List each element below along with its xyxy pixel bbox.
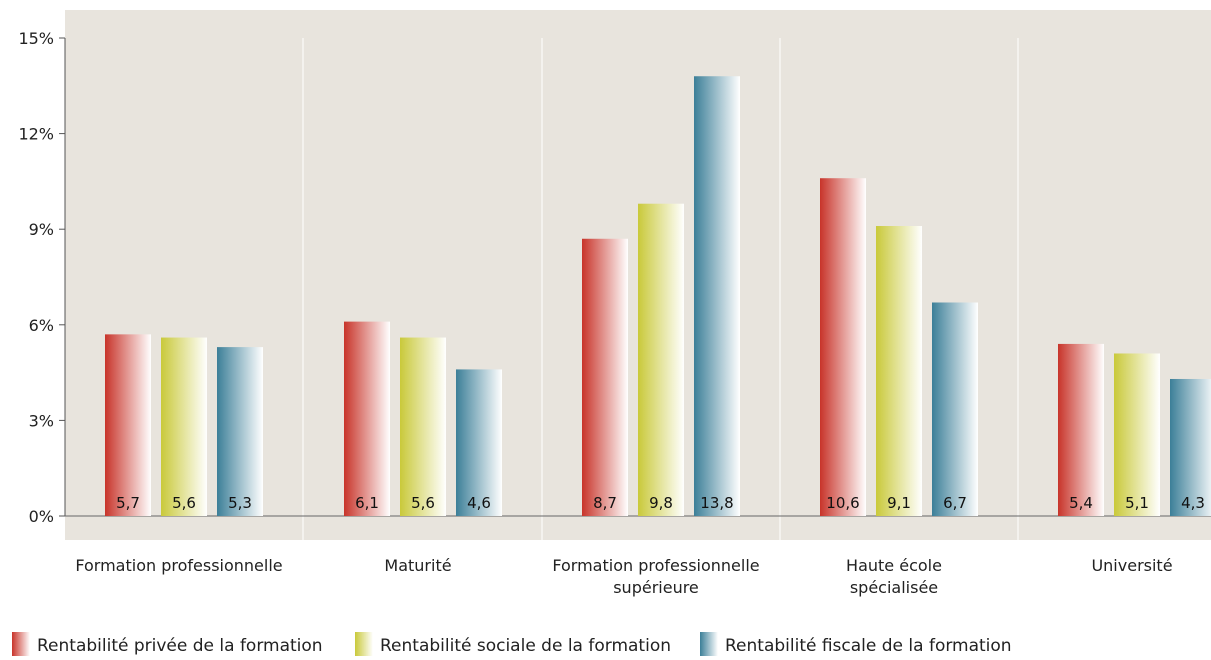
bar-value-label: 5,3 bbox=[228, 494, 252, 512]
bar-value-label: 5,4 bbox=[1069, 494, 1093, 512]
bar bbox=[105, 334, 151, 516]
bar bbox=[820, 178, 866, 517]
bar-value-label: 5,1 bbox=[1125, 494, 1149, 512]
bar-value-label: 8,7 bbox=[593, 494, 617, 512]
bar bbox=[876, 226, 922, 516]
bar-value-label: 4,6 bbox=[467, 494, 491, 512]
legend-swatch bbox=[355, 632, 373, 656]
bar-value-label: 5,6 bbox=[172, 494, 196, 512]
bar-value-label: 5,6 bbox=[411, 494, 435, 512]
bar-value-label: 6,7 bbox=[943, 494, 967, 512]
bar bbox=[456, 369, 502, 516]
category-label: Haute école bbox=[846, 556, 942, 575]
bar bbox=[694, 76, 740, 517]
bar bbox=[582, 238, 628, 516]
category-label: Formation professionnelle bbox=[75, 556, 282, 575]
category-label: Maturité bbox=[384, 556, 451, 575]
y-tick-label: 12% bbox=[18, 125, 54, 144]
bar-value-label: 10,6 bbox=[826, 494, 859, 512]
category-labels: Formation professionnelle Maturité Formati… bbox=[75, 556, 1172, 597]
category-label: Formation professionnelle bbox=[552, 556, 759, 575]
category-label: supérieure bbox=[613, 578, 699, 597]
category-label: Université bbox=[1091, 556, 1172, 575]
bar-value-label: 9,1 bbox=[887, 494, 911, 512]
bar-value-label: 13,8 bbox=[700, 494, 733, 512]
y-tick-label: 15% bbox=[18, 29, 54, 48]
bar bbox=[1058, 343, 1104, 516]
y-tick-label: 3% bbox=[29, 411, 54, 430]
bar bbox=[932, 302, 978, 516]
bar-value-label: 4,3 bbox=[1181, 494, 1205, 512]
y-tick-label: 0% bbox=[29, 507, 54, 526]
legend-label: Rentabilité sociale de la formation bbox=[380, 636, 671, 656]
legend-swatch bbox=[12, 632, 30, 656]
legend: Rentabilité privée de la formation Rentab… bbox=[12, 632, 1012, 656]
legend-label: Rentabilité privée de la formation bbox=[37, 636, 323, 656]
bar bbox=[217, 347, 263, 516]
category-label: spécialisée bbox=[850, 578, 938, 597]
bar bbox=[161, 337, 207, 516]
bar bbox=[638, 203, 684, 516]
bar bbox=[344, 321, 390, 516]
legend-label: Rentabilité fiscale de la formation bbox=[725, 636, 1012, 656]
y-tick-label: 9% bbox=[29, 220, 54, 239]
bar-value-label: 5,7 bbox=[116, 494, 140, 512]
gridlines bbox=[302, 38, 1019, 540]
bar bbox=[1114, 353, 1160, 516]
bar bbox=[1170, 378, 1211, 516]
bar-value-label: 9,8 bbox=[649, 494, 673, 512]
bars: 5,7 5,6 5,3 6,1 5,6 4,6 8,7 9,8 13,8 10,6 9,1 6,7 5,… bbox=[105, 76, 1211, 517]
bar-value-label: 6,1 bbox=[355, 494, 379, 512]
legend-swatch bbox=[700, 632, 718, 656]
y-tick-label: 6% bbox=[29, 316, 54, 335]
bar bbox=[400, 337, 446, 516]
